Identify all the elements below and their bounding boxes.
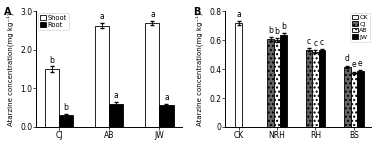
Bar <box>274 40 280 127</box>
Text: d: d <box>345 54 350 63</box>
Bar <box>267 39 274 127</box>
Text: a: a <box>100 12 104 21</box>
Text: c: c <box>313 39 318 48</box>
Text: c: c <box>320 37 324 47</box>
Bar <box>45 69 59 127</box>
Bar <box>160 105 174 127</box>
Text: b: b <box>64 103 68 112</box>
Bar <box>146 23 160 127</box>
Bar <box>235 23 242 127</box>
Text: a: a <box>236 10 241 19</box>
Bar <box>344 67 350 127</box>
Text: b: b <box>50 56 54 65</box>
Text: a: a <box>114 91 119 100</box>
Text: e: e <box>352 60 356 70</box>
Text: A: A <box>4 7 12 17</box>
Bar <box>95 26 109 127</box>
Bar <box>280 35 287 127</box>
Y-axis label: Atarzine concentration(mg kg⁻¹): Atarzine concentration(mg kg⁻¹) <box>196 12 203 126</box>
Bar <box>312 52 319 127</box>
Text: a: a <box>150 10 155 19</box>
Bar <box>59 115 73 127</box>
Legend: CK, CJ, AB, JW: CK, CJ, AB, JW <box>350 13 370 42</box>
Y-axis label: Atarzine concentration(mg kg⁻¹): Atarzine concentration(mg kg⁻¹) <box>7 12 14 126</box>
Text: e: e <box>358 59 363 68</box>
Text: b: b <box>268 26 273 35</box>
Text: c: c <box>307 37 311 46</box>
Text: b: b <box>281 22 286 31</box>
Bar <box>319 50 325 127</box>
Legend: Shoot, Root: Shoot, Root <box>38 13 69 30</box>
Bar <box>357 71 364 127</box>
Bar <box>350 73 357 127</box>
Text: b: b <box>275 27 279 36</box>
Text: a: a <box>164 93 169 102</box>
Bar <box>109 104 123 127</box>
Bar <box>306 50 312 127</box>
Text: B: B <box>193 7 201 17</box>
